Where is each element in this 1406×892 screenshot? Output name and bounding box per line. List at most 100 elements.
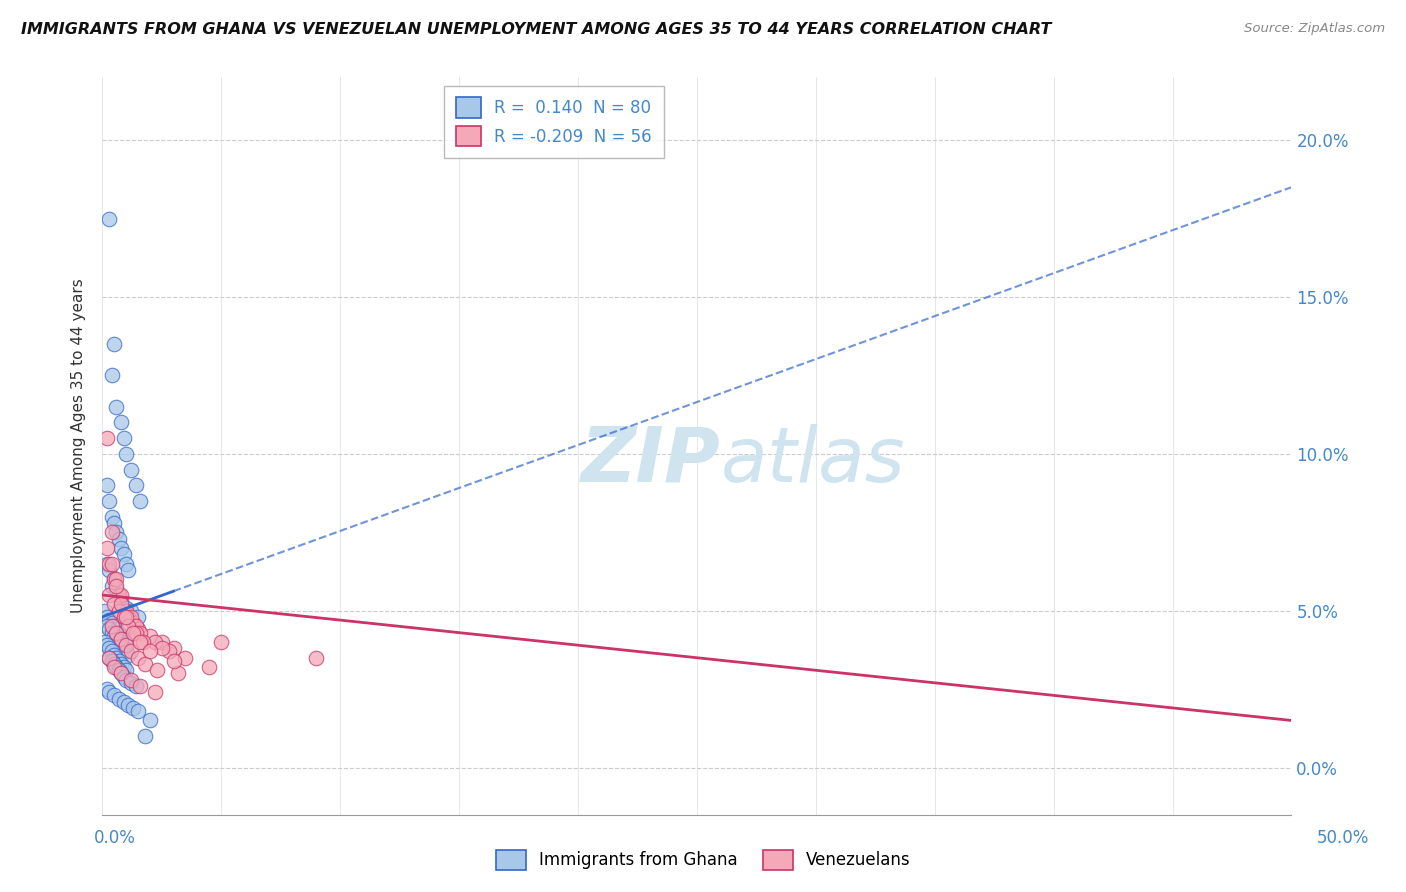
Point: [96, 478, 118, 492]
Point: [209, 635, 232, 649]
Point: [120, 673, 142, 687]
Point: [120, 610, 142, 624]
Point: [103, 572, 125, 586]
Point: [112, 669, 135, 683]
Point: [100, 616, 122, 631]
Point: [120, 462, 142, 476]
Point: [98, 650, 121, 665]
Point: [120, 604, 142, 618]
Point: [110, 632, 132, 646]
Point: [139, 644, 162, 658]
Point: [105, 582, 128, 596]
Point: [127, 623, 149, 637]
Point: [108, 588, 131, 602]
Point: [98, 557, 121, 571]
Point: [146, 663, 169, 677]
Point: [117, 610, 139, 624]
Point: [110, 666, 132, 681]
Text: 0.0%: 0.0%: [94, 829, 136, 847]
Point: [100, 525, 122, 540]
Point: [100, 619, 122, 633]
Point: [305, 650, 328, 665]
Point: [129, 679, 152, 693]
Point: [112, 431, 135, 445]
Point: [98, 494, 121, 508]
Point: [143, 685, 166, 699]
Point: [103, 337, 125, 351]
Point: [96, 619, 118, 633]
Point: [115, 663, 138, 677]
Point: [129, 635, 152, 649]
Point: [108, 691, 131, 706]
Point: [134, 729, 156, 743]
Text: IMMIGRANTS FROM GHANA VS VENEZUELAN UNEMPLOYMENT AMONG AGES 35 TO 44 YEARS CORRE: IMMIGRANTS FROM GHANA VS VENEZUELAN UNEM…: [21, 22, 1052, 37]
Point: [93, 635, 115, 649]
Point: [105, 578, 128, 592]
Point: [96, 431, 118, 445]
Point: [110, 666, 132, 681]
Point: [115, 673, 138, 687]
Point: [98, 685, 121, 699]
Point: [198, 660, 221, 674]
Point: [105, 632, 128, 646]
Point: [112, 604, 135, 618]
Point: [112, 547, 135, 561]
Point: [103, 516, 125, 530]
Point: [112, 610, 135, 624]
Point: [110, 594, 132, 608]
Point: [108, 635, 131, 649]
Point: [122, 701, 145, 715]
Point: [110, 588, 132, 602]
Point: [108, 654, 131, 668]
Text: ZIP: ZIP: [581, 424, 721, 498]
Point: [108, 532, 131, 546]
Point: [105, 660, 128, 674]
Point: [127, 704, 149, 718]
Point: [112, 695, 135, 709]
Point: [115, 604, 138, 618]
Point: [98, 650, 121, 665]
Point: [100, 644, 122, 658]
Point: [105, 572, 128, 586]
Point: [122, 625, 145, 640]
Point: [96, 638, 118, 652]
Point: [112, 660, 135, 674]
Point: [115, 635, 138, 649]
Point: [98, 641, 121, 656]
Point: [117, 648, 139, 662]
Point: [157, 644, 180, 658]
Point: [100, 509, 122, 524]
Point: [150, 635, 173, 649]
Point: [127, 610, 149, 624]
Point: [139, 629, 162, 643]
Point: [108, 625, 131, 640]
Point: [93, 604, 115, 618]
Point: [110, 541, 132, 555]
Point: [105, 623, 128, 637]
Point: [98, 211, 121, 226]
Point: [122, 616, 145, 631]
Point: [98, 588, 121, 602]
Point: [98, 613, 121, 627]
Text: 50.0%: 50.0%: [1316, 829, 1369, 847]
Point: [105, 525, 128, 540]
Point: [117, 563, 139, 577]
Point: [110, 598, 132, 612]
Point: [120, 675, 142, 690]
Point: [100, 625, 122, 640]
Point: [110, 416, 132, 430]
Point: [162, 654, 184, 668]
Point: [150, 641, 173, 656]
Point: [162, 641, 184, 656]
Point: [108, 588, 131, 602]
Point: [115, 447, 138, 461]
Point: [115, 600, 138, 615]
Point: [105, 625, 128, 640]
Point: [131, 635, 153, 649]
Point: [139, 714, 162, 728]
Point: [103, 619, 125, 633]
Point: [103, 657, 125, 671]
Point: [103, 629, 125, 643]
Point: [117, 619, 139, 633]
Point: [112, 641, 135, 656]
